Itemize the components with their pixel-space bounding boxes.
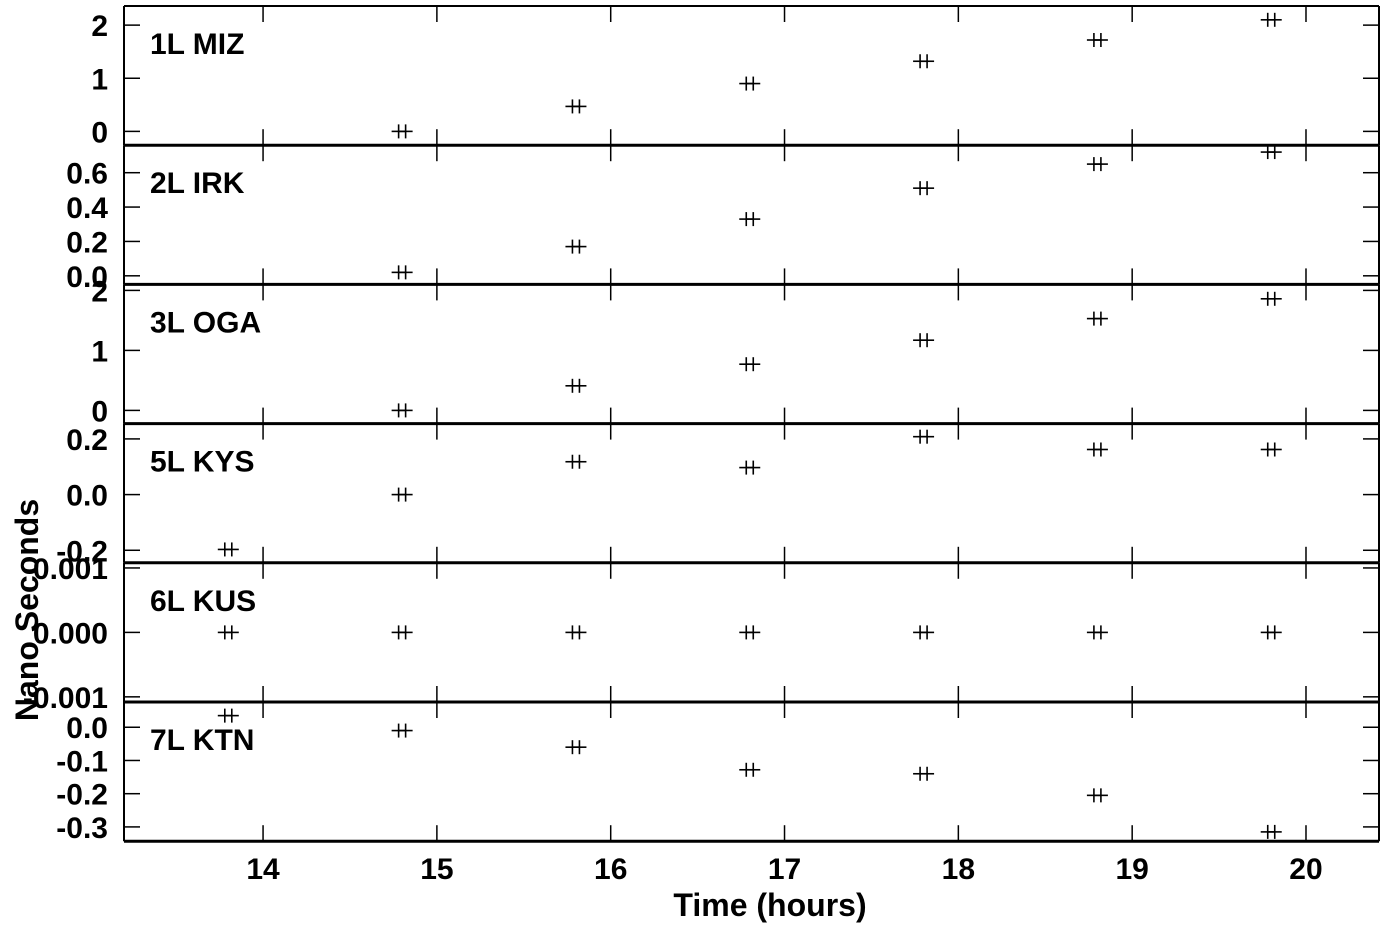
data-point [1260, 12, 1282, 27]
y-tick-label: 0.0 [66, 261, 108, 294]
data-point [913, 766, 935, 781]
y-tick-label: 0.2 [66, 424, 108, 457]
x-tick-label: 14 [246, 853, 280, 886]
panel-5: -0.001 0.000 0.001 6L KUS [23, 553, 1380, 715]
data-point [391, 723, 413, 738]
y-tick-label: 0.000 [33, 617, 108, 650]
data-point [1086, 157, 1108, 172]
y-axis-title: Nano Seconds [9, 499, 45, 721]
x-axis: 14 15 16 17 18 19 20 [246, 853, 1322, 886]
x-tick-label: 15 [420, 853, 453, 886]
data-point [565, 378, 587, 393]
data-point [913, 625, 935, 640]
panel-1: 0 1 2 1L MIZ [91, 5, 1380, 149]
data-point [217, 542, 239, 557]
data-point [565, 740, 587, 755]
data-point [391, 487, 413, 502]
y-tick-label: 0.001 [33, 553, 108, 586]
data-point [217, 708, 239, 723]
y-tick-label: 0 [91, 116, 108, 149]
data-point [1260, 442, 1282, 457]
y-tick-label: 1 [91, 63, 108, 96]
data-point [913, 333, 935, 348]
y-tick-label: 1 [91, 335, 108, 368]
y-tick-label: 2 [91, 10, 108, 43]
data-point [391, 265, 413, 280]
y-tick-label: 0.0 [66, 712, 108, 745]
x-tick-label: 17 [768, 853, 801, 886]
panel-4: -0.2 0.0 0.2 5L KYS [56, 423, 1380, 568]
y-tick-label: 2 [91, 275, 108, 308]
panel-6: -0.3-0.2-0.10.0 7L KTN [56, 702, 1380, 845]
data-point [739, 762, 761, 777]
data-point [739, 212, 761, 227]
y-tick-label: 0.2 [66, 226, 108, 259]
data-point [391, 403, 413, 418]
panel-label: 3L OGA [150, 306, 261, 339]
y-tick-label: -0.2 [56, 535, 108, 568]
y-tick-label: 0.0 [66, 480, 108, 513]
y-tick-label: -0.001 [23, 682, 108, 715]
y-tick-label: -0.1 [56, 745, 108, 778]
data-point [1086, 625, 1108, 640]
data-point [1086, 442, 1108, 457]
points-layer [217, 12, 1282, 839]
data-point [1260, 625, 1282, 640]
data-point [913, 181, 935, 196]
x-axis-title: Time (hours) [673, 887, 866, 923]
data-point [565, 239, 587, 254]
panel-label: 2L IRK [150, 167, 245, 200]
data-point [1260, 291, 1282, 306]
data-point [913, 429, 935, 444]
panel-label: 6L KUS [150, 585, 256, 618]
y-tick-label: -0.3 [56, 812, 108, 845]
data-point [565, 99, 587, 114]
data-point [739, 76, 761, 91]
data-point [913, 54, 935, 69]
y-tick-label: 0.6 [66, 158, 108, 191]
panel-label: 5L KYS [150, 446, 255, 479]
panel-2: 0.00.20.40.6 2L IRK [66, 145, 1380, 294]
x-tick-label: 18 [942, 853, 975, 886]
y-tick-label: -0.2 [56, 779, 108, 812]
data-point [1260, 824, 1282, 839]
data-point [1086, 311, 1108, 326]
data-point [217, 625, 239, 640]
data-point [565, 454, 587, 469]
data-point [739, 460, 761, 475]
data-point [391, 625, 413, 640]
data-point [391, 124, 413, 139]
data-point [739, 357, 761, 372]
x-tick-label: 20 [1289, 853, 1322, 886]
data-point [1086, 788, 1108, 803]
panel-label: 1L MIZ [150, 28, 244, 61]
panel-label: 7L KTN [150, 724, 254, 757]
x-tick-label: 19 [1115, 853, 1148, 886]
panel-3: 0 1 2 3L OGA [91, 275, 1380, 428]
data-point [1260, 145, 1282, 160]
y-tick-label: 0.4 [66, 192, 108, 225]
data-point [565, 625, 587, 640]
data-point [739, 625, 761, 640]
x-tick-label: 16 [594, 853, 627, 886]
y-tick-label: 0 [91, 395, 108, 428]
data-point [1086, 33, 1108, 48]
